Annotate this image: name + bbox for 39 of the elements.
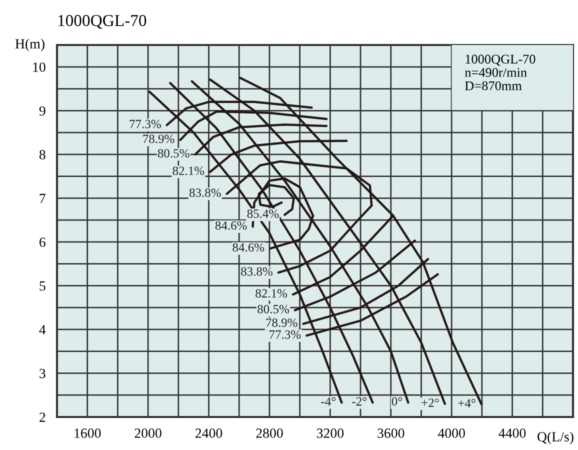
y-tick-label: 6 bbox=[40, 238, 46, 247]
x-tick-label: 3200 bbox=[316, 428, 344, 438]
series-label: 82.1% bbox=[256, 289, 288, 298]
y-tick-label: 3 bbox=[40, 368, 46, 378]
series-label: 78.9% bbox=[266, 318, 298, 327]
series-label: 78.9% bbox=[143, 134, 174, 144]
series-label: +4° bbox=[458, 399, 476, 408]
series-label: 85.4% bbox=[247, 210, 279, 218]
y-tick-label: 9 bbox=[39, 106, 46, 116]
y-axis-title: H(m) bbox=[15, 38, 44, 52]
x-axis-title: Q(L/s) bbox=[538, 432, 574, 444]
series-label: 83.8% bbox=[241, 267, 272, 276]
y-tick-label: 5 bbox=[40, 281, 46, 291]
series-label: 77.3% bbox=[130, 120, 161, 128]
series-label: 80.5% bbox=[258, 304, 289, 314]
x-tick-label: 2000 bbox=[134, 428, 162, 438]
series-label: -2° bbox=[352, 397, 367, 406]
x-tick-label: 2400 bbox=[195, 428, 222, 438]
series-label: 0° bbox=[392, 397, 402, 406]
series-label: 84.6% bbox=[215, 221, 247, 230]
x-tick-label: 4000 bbox=[438, 428, 465, 438]
series-label: -4° bbox=[321, 397, 336, 406]
x-tick-label: 3600 bbox=[378, 428, 404, 438]
annotation: 1000QGL-70 n=490r/min D=870mm bbox=[464, 54, 536, 90]
series-label: 83.8% bbox=[189, 188, 221, 197]
x-tick-label: 4400 bbox=[498, 428, 526, 438]
y-tick-label: 8 bbox=[39, 150, 46, 160]
y-tick-label: 4 bbox=[39, 325, 46, 334]
series-label: 84.6% bbox=[232, 243, 264, 252]
series-label: 77.3% bbox=[270, 330, 301, 339]
x-tick-label: 1600 bbox=[74, 428, 101, 438]
x-tick-label: 2800 bbox=[256, 428, 283, 438]
series-label: 82.1% bbox=[172, 166, 204, 176]
chart-title: 1000QGL-70 bbox=[58, 14, 146, 29]
y-tick-label: 7 bbox=[40, 194, 46, 203]
series-label: 80.5% bbox=[158, 149, 190, 158]
series-label: +2° bbox=[422, 398, 439, 407]
y-tick-label: 10 bbox=[33, 62, 46, 72]
y-tick-label: 2 bbox=[40, 412, 46, 422]
